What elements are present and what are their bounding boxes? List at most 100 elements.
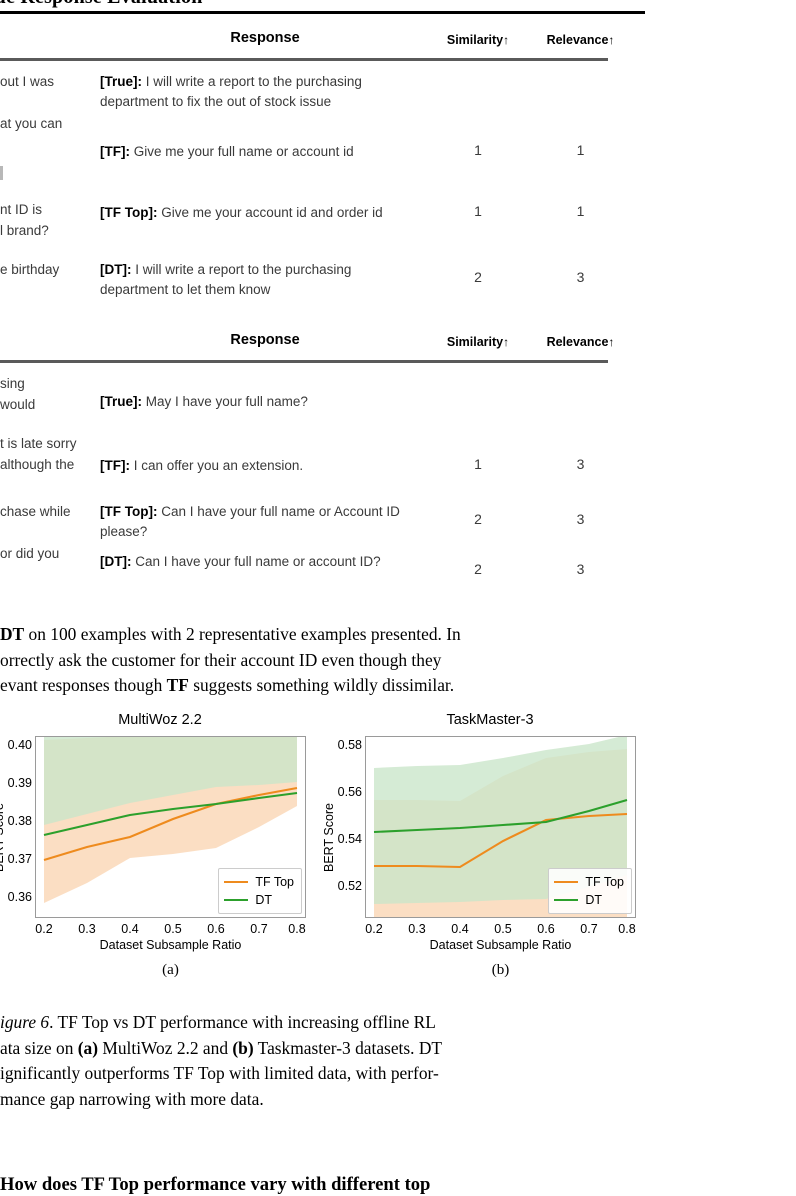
row-context-fragment: nt ID is l brand? <box>0 202 49 238</box>
row-relevance-value: 3 <box>576 456 585 472</box>
column-header-relevance-label: Relevance <box>546 33 609 47</box>
y-axis-label-multiwoz: BERT Score <box>0 802 6 872</box>
sort-ascending-icon: ↑ <box>503 33 510 47</box>
row-response-label: [DT]: <box>100 554 132 569</box>
x-axis-label-taskmaster: Dataset Subsample Ratio <box>429 938 572 952</box>
row-response-label: [TF]: <box>100 144 130 159</box>
row-response-text: I will write a report to the purchasing … <box>100 74 362 109</box>
x-tick-label: 0.2 <box>365 922 383 936</box>
y-axis-label-taskmaster: BERT Score <box>322 802 336 872</box>
chart-axes-taskmaster: TF Top DT <box>365 736 636 918</box>
x-tick-label: 0.5 <box>494 922 512 936</box>
row-response-label: [True]: <box>100 394 142 409</box>
column-header-similarity: Similarity↑ <box>428 335 528 349</box>
row-response-label: [TF Top]: <box>100 205 158 220</box>
table-header-rule-lower <box>0 360 608 363</box>
y-tick-label: 0.56 <box>337 785 362 799</box>
line-tf-top <box>374 812 628 869</box>
subfigure-caption-b: (b) <box>491 962 510 978</box>
legend-item-dt: DT <box>554 891 624 909</box>
row-similarity-value: 1 <box>474 456 482 472</box>
x-tick-label: 0.7 <box>250 922 268 936</box>
column-header-similarity-label: Similarity <box>446 33 504 47</box>
legend-swatch-dt-icon <box>224 898 249 902</box>
legend-label-tf-top: TF Top <box>255 875 294 889</box>
table-row: [DT]: Can I have your full name or accou… <box>0 552 796 608</box>
row-similarity-value: 1 <box>474 203 482 219</box>
sort-ascending-icon: ↑ <box>503 335 510 349</box>
figure-caption-line-4: mance gap narrowing with more data. <box>0 1088 264 1109</box>
table-row: [TF]: Give me your full name or account … <box>0 142 796 186</box>
y-tick-label: 0.37 <box>7 852 32 866</box>
table-caption-line-1: DT on 100 examples with 2 representative… <box>0 622 700 648</box>
figure-caption-bold-a: (a) <box>77 1037 99 1058</box>
row-similarity-value: 2 <box>474 269 482 285</box>
table-caption-line-1-rest: on 100 examples with 2 representative ex… <box>24 624 461 644</box>
figure-caption-line-3: ignificantly outperforms TF Top with lim… <box>0 1063 439 1083</box>
column-header-similarity-label: Similarity <box>446 335 504 349</box>
x-tick-label: 0.5 <box>164 922 182 936</box>
x-tick-label: 0.8 <box>288 922 306 936</box>
y-tick-label: 0.39 <box>7 776 32 790</box>
row-similarity-value: 2 <box>474 511 482 527</box>
band-dt <box>374 737 627 904</box>
table-caption-bold-dt: DT <box>0 624 25 644</box>
legend-item-dt: DT <box>224 891 294 909</box>
table-caption-line-2: orrectly ask the customer for their acco… <box>0 649 442 670</box>
row-response-text: Can I have your full name or account ID? <box>135 554 381 569</box>
legend-label-tf-top: TF Top <box>585 875 624 889</box>
table-header-row-lower: Response Similarity↑ Relevance↑ <box>0 330 796 360</box>
row-similarity-value: 2 <box>474 561 482 577</box>
y-tick-label: 0.38 <box>7 814 32 828</box>
row-response-text: Can I have your full name or Account ID … <box>100 504 400 539</box>
row-relevance-value: 3 <box>576 511 585 527</box>
y-tick-label: 0.40 <box>7 738 32 752</box>
y-tick-label: 0.36 <box>7 890 32 904</box>
legend-swatch-tf-top-icon <box>554 880 579 884</box>
x-tick-label: 0.3 <box>78 922 96 936</box>
table-caption-line-3-b: suggests something wildly dissimilar. <box>188 675 455 695</box>
chart-axes-multiwoz: TF Top DT <box>35 736 306 918</box>
y-tick-label: 0.58 <box>337 738 362 752</box>
chart-plot-area-multiwoz <box>43 737 298 903</box>
row-response-text: Give me your account id and order id <box>161 205 383 220</box>
chart-title-taskmaster: TaskMaster-3 <box>446 712 534 728</box>
x-tick-label: 0.4 <box>121 922 139 936</box>
row-response-cell: [TF]: Give me your full name or account … <box>100 142 418 162</box>
band-dt <box>44 737 297 825</box>
figure-caption-label: igure 6 <box>0 1012 50 1032</box>
x-axis-label-multiwoz: Dataset Subsample Ratio <box>99 938 242 952</box>
row-response-text: I can offer you an extension. <box>133 458 304 473</box>
sort-ascending-icon: ↑ <box>608 335 615 349</box>
row-response-cell: [DT]: I will write a report to the purch… <box>100 260 418 299</box>
row-response-cell: [DT]: Can I have your full name or accou… <box>100 552 418 572</box>
cutoff-page-heading-text: Dialogue Response Evaluation <box>0 0 645 8</box>
legend-swatch-tf-top-icon <box>224 880 249 884</box>
row-context-fragment: chase while or did you <box>0 504 71 561</box>
x-tick-label: 0.2 <box>35 922 53 936</box>
figure-caption-line-1-rest: . TF Top vs DT performance with increasi… <box>49 1012 436 1032</box>
row-response-cell: [TF Top]: Give me your account id and or… <box>100 203 418 223</box>
figure-6: MultiWoz 2.2 TF Top DT <box>0 712 660 997</box>
subfigure-caption-a: (a) <box>162 962 179 978</box>
row-response-cell: [TF]: I can offer you an extension. <box>100 456 418 476</box>
row-similarity-value: 1 <box>474 142 482 158</box>
figure-caption-line-1: igure 6. TF Top vs DT performance with i… <box>0 1010 700 1036</box>
row-context-fragment: e birthday <box>0 262 60 277</box>
table-row: t is late sorry although the [TF]: I can… <box>0 434 796 490</box>
line-dt <box>43 791 298 837</box>
row-relevance-value: 1 <box>576 142 585 158</box>
x-tick-label: 0.6 <box>537 922 555 936</box>
column-header-similarity: Similarity↑ <box>428 33 528 47</box>
y-tick-label: 0.54 <box>337 832 362 846</box>
row-context-fragment: out I was at you can <box>0 74 63 131</box>
line-tf-top <box>43 786 298 862</box>
chart-taskmaster: TaskMaster-3 TF Top DT <box>322 712 650 978</box>
column-header-response: Response <box>230 332 300 348</box>
column-header-response: Response <box>230 30 300 46</box>
response-comparison-table-lower: Response Similarity↑ Relevance↑ sing wou… <box>0 330 796 577</box>
figure-caption-line-2: ata size on (a) MultiWoz 2.2 and (b) Tas… <box>0 1037 443 1058</box>
table-row: chase while or did you [TF Top]: Can I h… <box>0 502 796 562</box>
table-caption-line-3-a: evant responses though <box>0 675 167 695</box>
x-tick-label: 0.8 <box>618 922 636 936</box>
